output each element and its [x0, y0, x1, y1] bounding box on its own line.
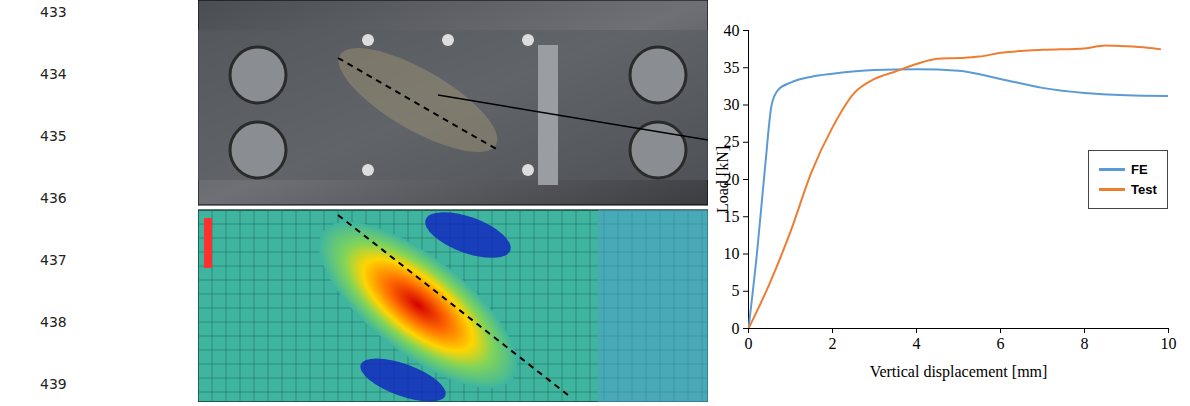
svg-text:Load [kN]: Load [kN] — [714, 146, 731, 213]
svg-text:6: 6 — [997, 335, 1005, 352]
svg-text:30: 30 — [724, 96, 740, 113]
svg-text:15: 15 — [723, 207, 740, 225]
html-text:FE: FE — [1131, 162, 1148, 177]
html-text:436: 436 — [40, 190, 67, 206]
svg-text:8: 8 — [1081, 335, 1089, 352]
html-text:Test: Test — [1131, 182, 1157, 197]
html-text:438: 438 — [40, 314, 67, 330]
svg-text:4: 4 — [913, 335, 921, 352]
html-text:435: 435 — [40, 128, 67, 144]
svg-text:40: 40 — [724, 22, 740, 39]
svg-text:25: 25 — [723, 133, 740, 151]
svg-text:5: 5 — [732, 282, 740, 299]
svg-text:0: 0 — [732, 320, 740, 337]
svg-text:2: 2 — [829, 335, 837, 352]
html-text:433: 433 — [40, 4, 67, 20]
svg-text:Vertical displacement [mm]: Vertical displacement [mm] — [870, 363, 1048, 381]
html-text:437: 437 — [40, 252, 67, 268]
svg-text:0: 0 — [745, 335, 753, 352]
svg-text:35: 35 — [724, 59, 740, 76]
svg-text:10: 10 — [1161, 335, 1177, 352]
html-text:434: 434 — [40, 66, 67, 82]
svg-text:10: 10 — [724, 245, 740, 262]
html-text:439: 439 — [40, 376, 67, 392]
svg-text:20: 20 — [723, 170, 740, 188]
